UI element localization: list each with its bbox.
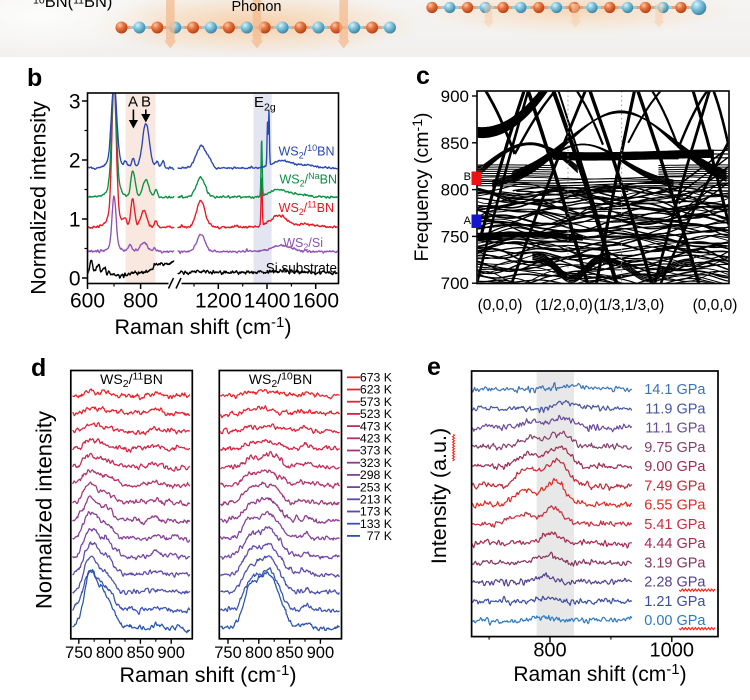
svg-text:14.1 GPa: 14.1 GPa bbox=[644, 382, 706, 398]
svg-text:673 K: 673 K bbox=[360, 371, 393, 385]
svg-text:e: e bbox=[427, 353, 441, 381]
svg-text:323 K: 323 K bbox=[360, 456, 393, 470]
svg-text:A: A bbox=[128, 94, 138, 111]
svg-text:A: A bbox=[464, 215, 472, 227]
svg-text:800: 800 bbox=[96, 644, 124, 662]
svg-text:c: c bbox=[416, 62, 430, 90]
svg-text:10BN(11BN): 10BN(11BN) bbox=[33, 0, 112, 11]
svg-text:WS2/Si: WS2/Si bbox=[283, 236, 323, 252]
svg-text:(0,0,0): (0,0,0) bbox=[693, 297, 738, 314]
svg-text:9.00 GPa: 9.00 GPa bbox=[644, 459, 706, 475]
svg-text:173 K: 173 K bbox=[360, 505, 393, 519]
svg-text:2: 2 bbox=[69, 150, 81, 173]
svg-text:Normalized intensity: Normalized intensity bbox=[32, 411, 57, 609]
svg-text:d: d bbox=[31, 354, 46, 382]
svg-text:WS2/11BN: WS2/11BN bbox=[100, 371, 163, 391]
svg-text:523 K: 523 K bbox=[360, 407, 393, 421]
svg-text:B: B bbox=[141, 94, 151, 111]
svg-text:800: 800 bbox=[441, 181, 469, 200]
svg-text:213 K: 213 K bbox=[360, 493, 393, 507]
svg-text:473 K: 473 K bbox=[360, 419, 393, 433]
svg-text:5.41 GPa: 5.41 GPa bbox=[644, 517, 706, 533]
svg-text:623 K: 623 K bbox=[360, 383, 393, 397]
svg-text:(0,0,0): (0,0,0) bbox=[478, 297, 523, 314]
svg-text:4.44 GPa: 4.44 GPa bbox=[644, 536, 706, 552]
svg-text:Frequency (cm-1): Frequency (cm-1) bbox=[409, 113, 433, 262]
svg-text:700: 700 bbox=[441, 274, 469, 293]
svg-text:(1/2,0,0): (1/2,0,0) bbox=[535, 297, 593, 314]
svg-text:Intensity (a.u.): Intensity (a.u.) bbox=[427, 428, 451, 564]
svg-text:WS2/11BN: WS2/11BN bbox=[279, 200, 334, 218]
svg-text:3: 3 bbox=[69, 91, 81, 114]
svg-text:750: 750 bbox=[441, 227, 469, 246]
svg-text:Raman shift (cm-1): Raman shift (cm-1) bbox=[119, 662, 296, 687]
svg-text:1: 1 bbox=[69, 209, 81, 232]
svg-text:1600: 1600 bbox=[292, 290, 339, 313]
svg-text:298 K: 298 K bbox=[360, 468, 393, 482]
svg-text:573 K: 573 K bbox=[360, 395, 393, 409]
svg-text:(1/3,1/3,0): (1/3,1/3,0) bbox=[594, 297, 665, 314]
svg-text:9.75 GPa: 9.75 GPa bbox=[644, 440, 706, 456]
svg-text:800: 800 bbox=[123, 290, 158, 313]
svg-text:Normalized intensity: Normalized intensity bbox=[27, 101, 51, 295]
svg-text:133 K: 133 K bbox=[360, 517, 393, 531]
svg-text:B: B bbox=[464, 171, 471, 183]
svg-text:7.49 GPa: 7.49 GPa bbox=[644, 478, 706, 494]
svg-text:253 K: 253 K bbox=[360, 480, 393, 494]
svg-text:Raman shift (cm-1): Raman shift (cm-1) bbox=[513, 661, 686, 686]
svg-text:850: 850 bbox=[276, 644, 304, 662]
svg-text:423 K: 423 K bbox=[360, 432, 393, 446]
svg-text:750: 750 bbox=[65, 644, 93, 662]
svg-text:750: 750 bbox=[214, 644, 242, 662]
svg-text:11.9 GPa: 11.9 GPa bbox=[645, 401, 706, 417]
svg-text:800: 800 bbox=[245, 644, 273, 662]
svg-text:Si substrate: Si substrate bbox=[266, 261, 337, 276]
svg-text:WS2/NaBN: WS2/NaBN bbox=[279, 171, 337, 189]
svg-text:1000: 1000 bbox=[650, 640, 695, 662]
svg-text:600: 600 bbox=[70, 290, 105, 313]
svg-text:WS2/10BN: WS2/10BN bbox=[249, 371, 312, 391]
svg-text:1.21 GPa: 1.21 GPa bbox=[644, 594, 706, 610]
svg-text:2.28 GPa: 2.28 GPa bbox=[644, 575, 706, 591]
svg-text:900: 900 bbox=[307, 644, 335, 662]
svg-text:77 K: 77 K bbox=[367, 529, 393, 543]
svg-text:0: 0 bbox=[69, 268, 81, 291]
svg-text:b: b bbox=[27, 64, 42, 92]
svg-text:3.19 GPa: 3.19 GPa bbox=[644, 555, 706, 571]
svg-text:WS2/10BN: WS2/10BN bbox=[278, 143, 334, 161]
svg-text:0.00 GPa: 0.00 GPa bbox=[644, 613, 706, 629]
svg-text:1400: 1400 bbox=[244, 290, 291, 313]
svg-text:Raman shift (cm-1): Raman shift (cm-1) bbox=[114, 314, 291, 339]
svg-text:850: 850 bbox=[127, 644, 155, 662]
svg-text:800: 800 bbox=[533, 640, 566, 662]
svg-text:1200: 1200 bbox=[195, 290, 242, 313]
svg-text:Phonon: Phonon bbox=[232, 0, 282, 15]
svg-text:850: 850 bbox=[441, 134, 469, 153]
svg-text:900: 900 bbox=[157, 644, 185, 662]
svg-text:6.55 GPa: 6.55 GPa bbox=[644, 498, 706, 514]
svg-text:11.1 GPa: 11.1 GPa bbox=[645, 421, 706, 437]
svg-text:900: 900 bbox=[441, 87, 469, 106]
svg-text:373 K: 373 K bbox=[360, 444, 393, 458]
